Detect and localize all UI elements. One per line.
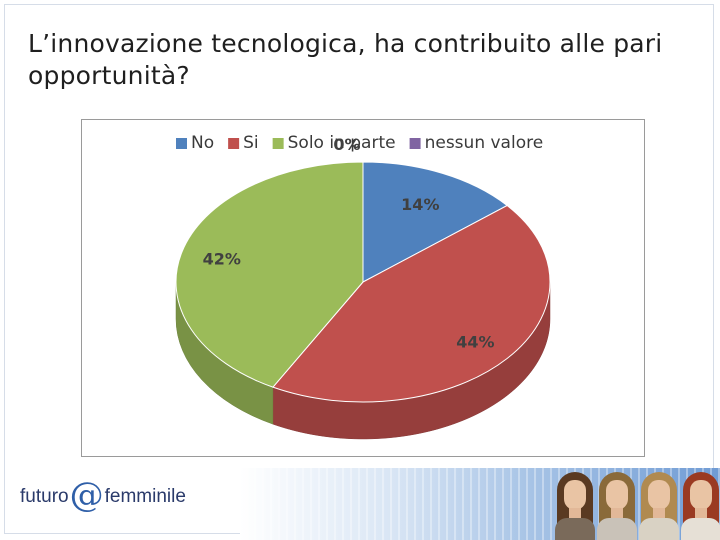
futuro-femminile-logo: futuro @ femminile: [20, 475, 186, 515]
pie-slice: [175, 161, 364, 388]
portrait-photo: [681, 470, 720, 540]
logo-text-right: femminile: [104, 486, 186, 507]
pie-top: [175, 161, 551, 403]
legend-label: nessun valore: [425, 133, 544, 153]
legend-swatch: [272, 138, 284, 149]
portrait-strip: [555, 470, 720, 540]
portrait-photo: [555, 470, 595, 540]
logo-at-symbol: @: [69, 475, 104, 515]
legend-swatch: [176, 138, 187, 149]
pie-data-label: 42%: [203, 250, 241, 269]
legend-swatch: [228, 138, 240, 149]
pie-data-label: 44%: [456, 333, 494, 352]
legend-label: No: [191, 133, 214, 153]
chart-container: No Si Solo in parte nessun valore 14% 44% 42%…: [81, 119, 645, 457]
slide-title: L’innovazione tecnologica, ha contribuit…: [28, 29, 663, 90]
legend-swatch: [409, 138, 421, 149]
logo-text-left: futuro: [20, 486, 69, 507]
chart-legend: No Si Solo in parte nessun valore: [176, 133, 543, 153]
pie-slice: [272, 204, 551, 403]
portrait-photo: [597, 470, 637, 540]
legend-label: Si: [243, 133, 259, 153]
pie-chart: No Si Solo in parte nessun valore 14% 44% 42%…: [175, 133, 551, 440]
legend-label: Solo in parte: [288, 133, 396, 153]
pie-data-labels: 14% 44% 42% 0%: [203, 135, 495, 352]
pie-data-label: 0%: [333, 135, 360, 154]
pie-slice: [362, 161, 509, 283]
pie-data-label: 14%: [401, 195, 439, 214]
portrait-photo: [639, 470, 679, 540]
